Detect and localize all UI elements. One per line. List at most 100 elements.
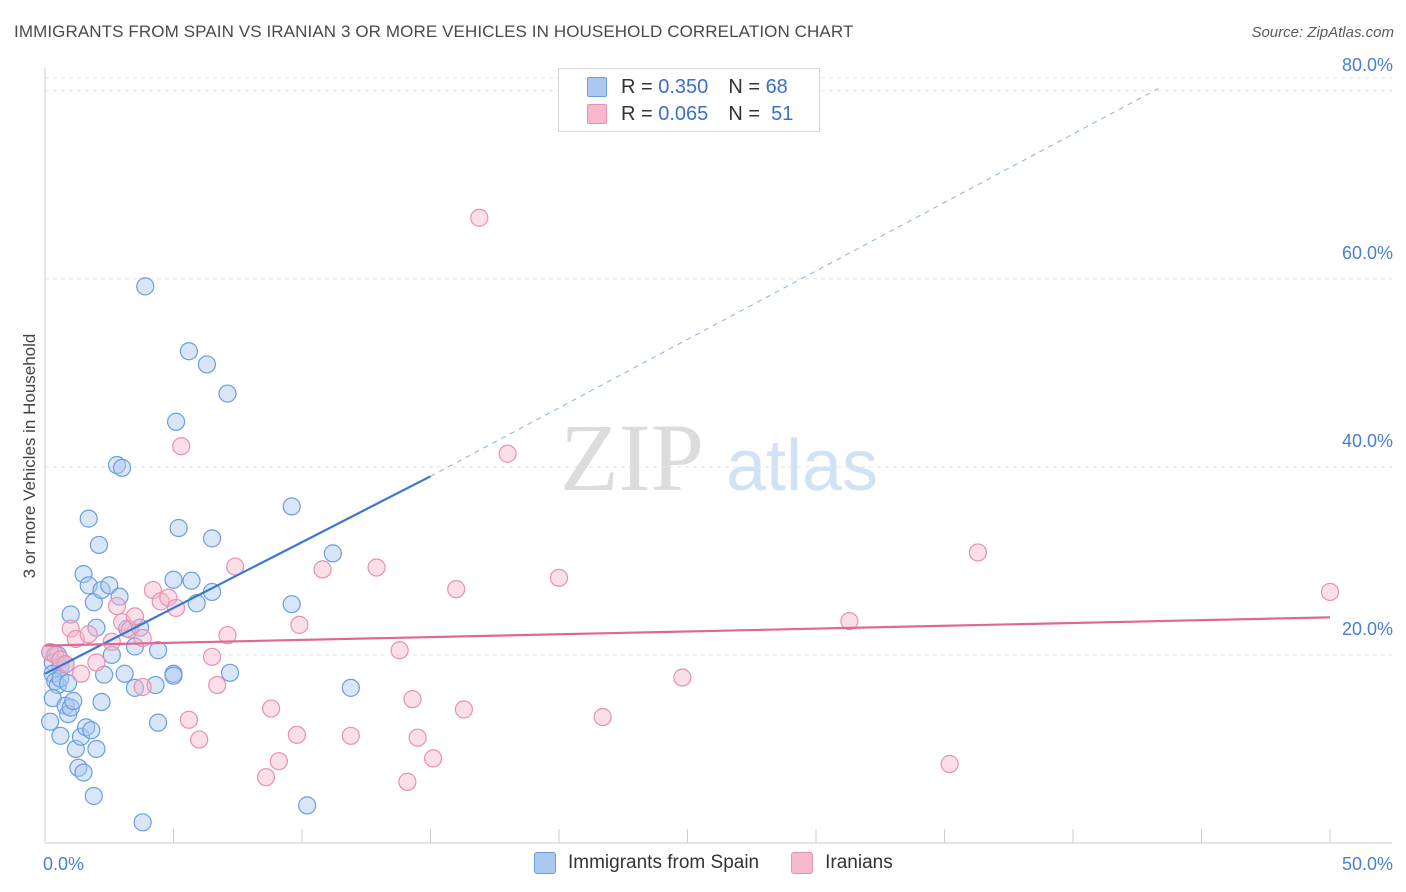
chart-title: IMMIGRANTS FROM SPAIN VS IRANIAN 3 OR MO… bbox=[14, 22, 854, 41]
point-iranians bbox=[313, 560, 332, 579]
point-spain bbox=[74, 564, 93, 584]
stats-legend: R = 0.350 N = 68 R = 0.065 N = 51 bbox=[558, 68, 820, 132]
point-iranians bbox=[172, 437, 191, 456]
point-spain bbox=[61, 605, 80, 624]
point-iranians bbox=[262, 699, 281, 718]
y-tick-label: 60.0% bbox=[1342, 243, 1393, 263]
legend-label-iranians: Iranians bbox=[825, 852, 893, 873]
point-iranians bbox=[202, 647, 222, 666]
y-tick-label: 80.0% bbox=[1342, 55, 1393, 75]
point-iranians bbox=[208, 675, 227, 695]
point-spain bbox=[323, 544, 342, 563]
point-iranians bbox=[367, 558, 386, 577]
point-spain bbox=[182, 571, 201, 590]
point-iranians bbox=[269, 752, 288, 771]
point-iranians bbox=[408, 728, 427, 747]
point-iranians bbox=[256, 768, 276, 787]
point-iranians bbox=[447, 580, 466, 599]
r-label: R = bbox=[621, 102, 653, 125]
stats-legend-row-iranians: R = 0.065 N = 51 bbox=[587, 101, 793, 127]
point-spain bbox=[115, 664, 134, 683]
point-spain bbox=[100, 576, 119, 595]
legend-label-spain: Immigrants from Spain bbox=[568, 852, 760, 873]
point-spain bbox=[82, 721, 101, 740]
point-spain bbox=[164, 570, 183, 589]
stats-legend-row-spain: R = 0.350 N = 68 bbox=[587, 74, 788, 100]
watermark: ZIP atlas bbox=[560, 404, 878, 511]
point-spain bbox=[148, 641, 168, 660]
point-spain bbox=[87, 739, 106, 759]
point-spain bbox=[179, 342, 199, 361]
point-iranians bbox=[166, 598, 186, 618]
x-tick-label-max: 50.0% bbox=[1342, 854, 1393, 874]
watermark-atlas: atlas bbox=[726, 426, 878, 506]
n-value: 51 bbox=[771, 102, 794, 125]
point-iranians bbox=[218, 626, 237, 645]
y-tick-label: 20.0% bbox=[1342, 619, 1393, 639]
legend-swatch-spain bbox=[587, 77, 607, 97]
point-spain bbox=[166, 412, 186, 431]
x-tick-label-min: 0.0% bbox=[43, 854, 84, 874]
point-iranians bbox=[968, 543, 988, 562]
trend-line-spain-extension bbox=[430, 85, 1164, 477]
point-spain bbox=[71, 727, 91, 746]
data-points bbox=[41, 208, 1340, 832]
point-spain bbox=[136, 277, 155, 296]
legend-item-spain[interactable]: Immigrants from Spain bbox=[534, 852, 759, 874]
legend-swatch-spain bbox=[534, 852, 556, 874]
point-iranians bbox=[593, 707, 612, 727]
point-iranians bbox=[454, 700, 474, 719]
point-spain bbox=[102, 645, 121, 665]
point-spain bbox=[341, 678, 360, 697]
legend-swatch-iranians bbox=[587, 104, 607, 124]
point-spain bbox=[41, 712, 60, 731]
point-spain bbox=[133, 813, 152, 832]
point-iranians bbox=[673, 668, 692, 687]
point-iranians bbox=[71, 664, 91, 683]
point-spain bbox=[107, 455, 127, 475]
point-spain bbox=[51, 726, 70, 745]
point-iranians bbox=[840, 612, 859, 631]
series-legend: Immigrants from Spain Iranians bbox=[534, 852, 925, 874]
grid bbox=[45, 77, 1392, 656]
trend-line-spain bbox=[44, 475, 432, 675]
legend-item-iranians[interactable]: Iranians bbox=[791, 852, 893, 874]
point-iranians bbox=[470, 208, 489, 227]
point-iranians bbox=[290, 615, 309, 634]
point-spain bbox=[59, 674, 78, 693]
point-iranians bbox=[341, 726, 360, 745]
point-iranians bbox=[287, 725, 306, 744]
point-spain bbox=[74, 763, 93, 782]
point-iranians bbox=[423, 749, 443, 768]
legend-swatch-iranians bbox=[791, 852, 814, 874]
tick-labels: 20.0% 40.0% 60.0% 80.0% 0.0% 50.0% bbox=[43, 55, 1393, 874]
point-iranians bbox=[190, 730, 209, 749]
point-spain bbox=[148, 713, 168, 732]
point-iranians bbox=[940, 754, 959, 774]
point-iranians bbox=[125, 607, 145, 626]
point-iranians bbox=[549, 568, 569, 587]
point-iranians bbox=[87, 653, 106, 672]
r-label: R = bbox=[621, 75, 653, 98]
point-spain bbox=[298, 796, 317, 815]
point-spain bbox=[79, 509, 98, 528]
point-iranians bbox=[1320, 582, 1340, 602]
n-label: N = bbox=[728, 102, 760, 125]
point-iranians bbox=[179, 710, 199, 729]
point-spain bbox=[197, 355, 217, 374]
point-iranians bbox=[107, 596, 127, 616]
point-spain bbox=[89, 535, 109, 555]
point-iranians bbox=[133, 677, 152, 697]
point-spain bbox=[77, 718, 96, 737]
r-value: 0.065 bbox=[658, 102, 709, 125]
point-iranians bbox=[61, 619, 80, 638]
chart-source: Source: ZipAtlas.com bbox=[1251, 24, 1394, 41]
point-spain bbox=[169, 518, 188, 538]
watermark-zip: ZIP bbox=[560, 404, 704, 511]
point-iranians bbox=[398, 772, 417, 791]
n-label: N = bbox=[728, 75, 760, 98]
point-spain bbox=[92, 692, 111, 712]
point-spain bbox=[282, 595, 301, 614]
trend-lines bbox=[44, 85, 1331, 675]
